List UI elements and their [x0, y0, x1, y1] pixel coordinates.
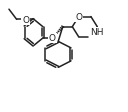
- Text: O: O: [22, 16, 29, 25]
- Text: O: O: [49, 34, 56, 43]
- Text: NH: NH: [90, 28, 104, 37]
- Text: O: O: [75, 13, 82, 22]
